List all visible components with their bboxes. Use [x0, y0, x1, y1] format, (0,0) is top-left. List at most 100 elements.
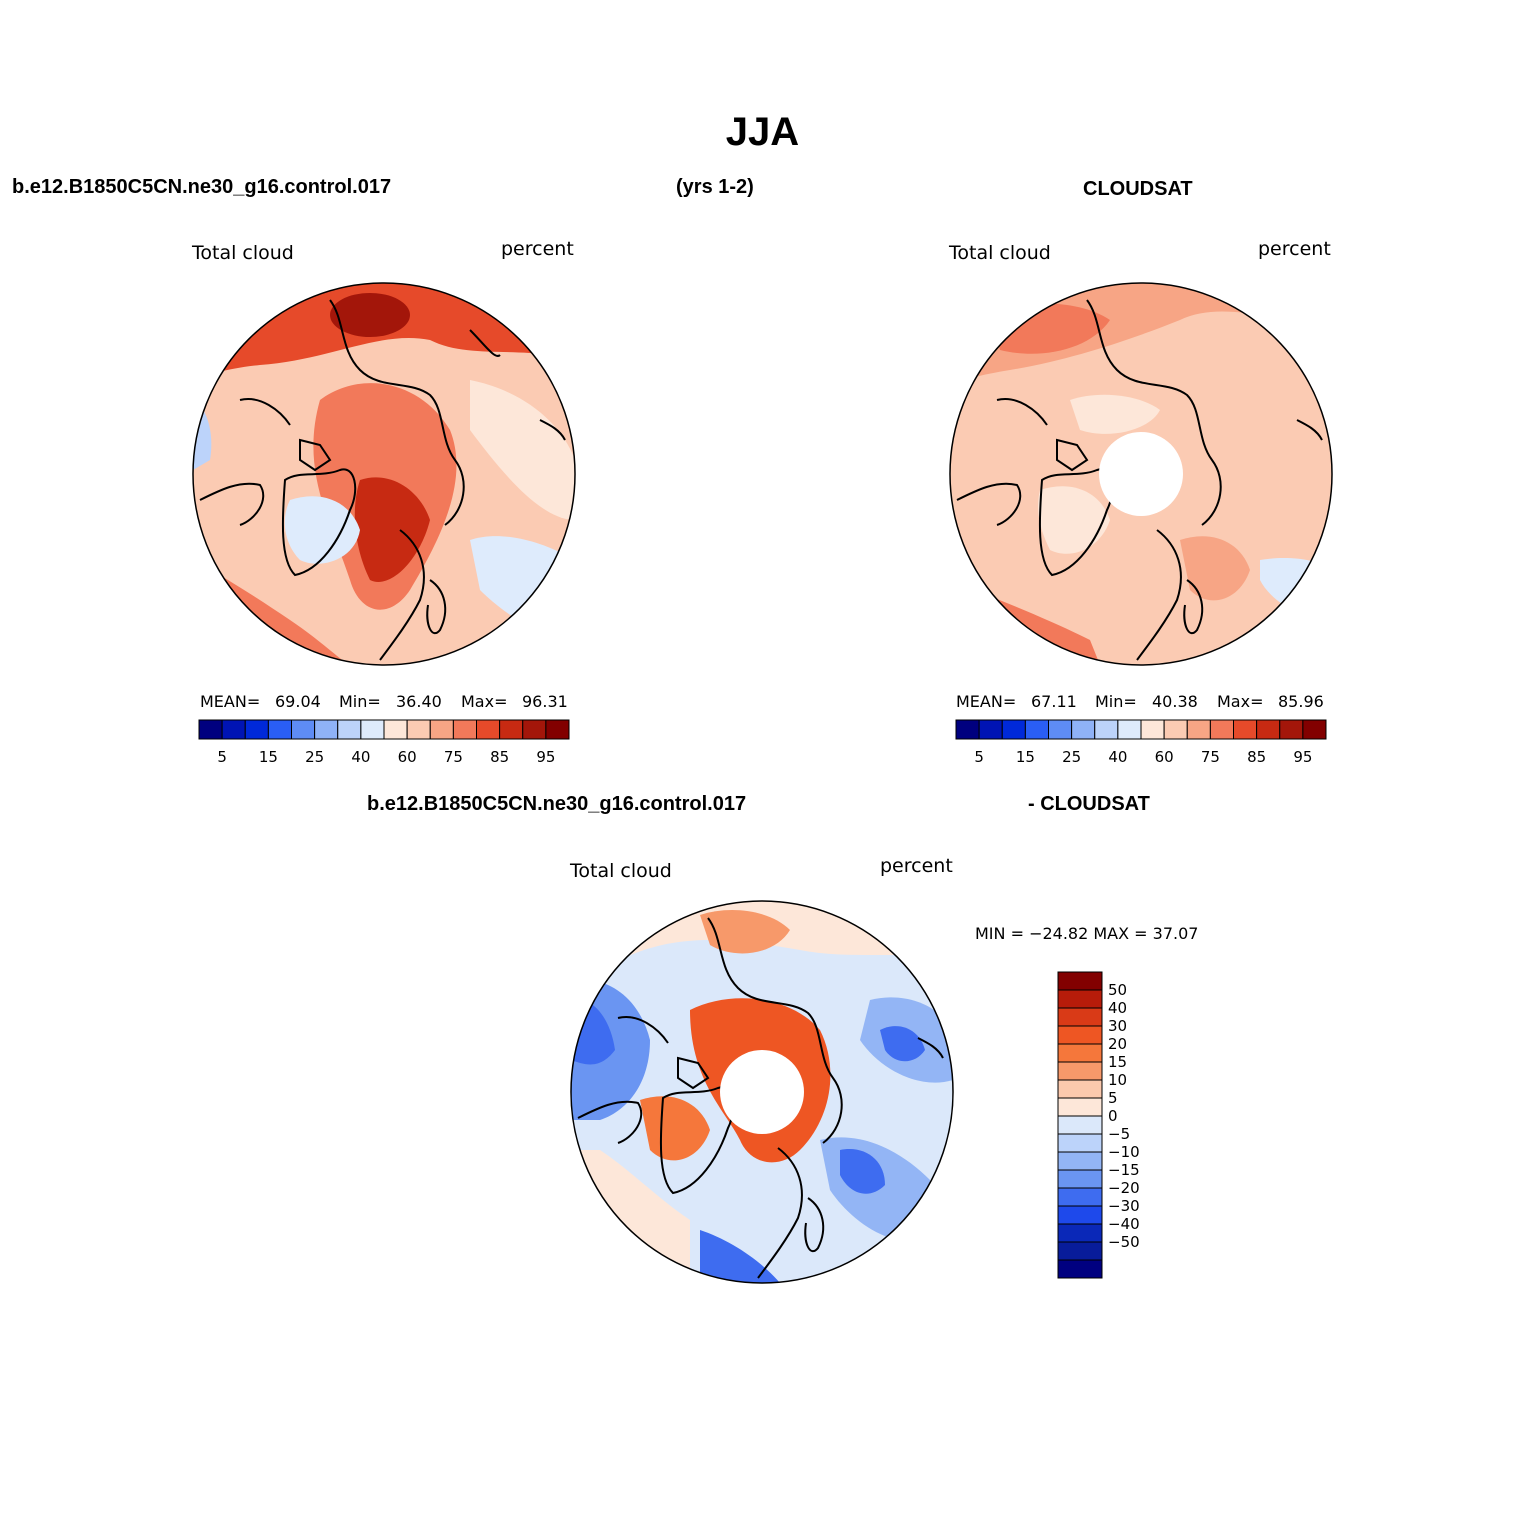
model-variable-label: Total cloud — [192, 242, 294, 264]
years-label: (yrs 1-2) — [676, 176, 754, 198]
obs-colorbar-box — [1233, 719, 1258, 740]
diff-colorbar-box — [1057, 1169, 1103, 1189]
model-colorbar-box — [337, 719, 362, 740]
model-colorbar-box — [476, 719, 501, 740]
diff-colorbar-box — [1057, 1115, 1103, 1135]
obs-colorbar: 5 15 25 40 60 75 85 95 — [955, 719, 1327, 766]
obs-mean-value: 67.11 — [1031, 692, 1077, 711]
diff-colorbar-tick-label: −50 — [1108, 1233, 1140, 1251]
diff-colorbar-box — [1057, 1079, 1103, 1099]
obs-field-mid2 — [1180, 536, 1250, 601]
model-colorbar-box — [499, 719, 524, 740]
diff-colorbar-tick-label: −30 — [1108, 1197, 1140, 1215]
model-colorbar-box — [267, 719, 292, 740]
obs-coastlines — [956, 299, 1323, 661]
diff-colorbar-tick-label: 40 — [1108, 999, 1127, 1017]
diff-minmax-label: MIN = −24.82 MAX = 37.07 — [975, 924, 1199, 943]
diff-colorbar-box — [1057, 1061, 1103, 1081]
diff-colorbar-tick-label: −20 — [1108, 1179, 1140, 1197]
diff-colorbar-tick-label: −5 — [1108, 1125, 1130, 1143]
obs-colorbar-tick-label: 75 — [1201, 748, 1220, 766]
model-colorbar-box — [221, 719, 246, 740]
model-map-border — [192, 282, 576, 666]
model-colorbar-tick-label: 60 — [398, 748, 417, 766]
model-min-label: Min= — [339, 692, 381, 711]
diff-colorbar-tick-label: −10 — [1108, 1143, 1140, 1161]
obs-colorbar-box — [1279, 719, 1304, 740]
model-greenland-low — [284, 496, 360, 564]
diff-variable-label: Total cloud — [570, 860, 672, 882]
obs-colorbar-box — [1163, 719, 1188, 740]
diff-map-border — [570, 900, 954, 1284]
model-colorbar-tick-label: 25 — [305, 748, 324, 766]
diff-field-pos-north — [700, 910, 790, 954]
obs-colorbar-box — [1256, 719, 1281, 740]
model-mean-label: MEAN= — [200, 692, 261, 711]
diff-colorbar-box — [1057, 989, 1103, 1009]
obs-greenland-light — [1038, 486, 1110, 554]
diff-colorbar-box — [1057, 1187, 1103, 1207]
diff-colorbar-tick-label: 20 — [1108, 1035, 1127, 1053]
page-title: JJA — [725, 110, 800, 154]
diff-colorbar-tick-label: 10 — [1108, 1071, 1127, 1089]
diff-obs-name-label: - CLOUDSAT — [1028, 793, 1150, 815]
obs-colorbar-box — [1140, 719, 1165, 740]
obs-colorbar-tick-label: 85 — [1247, 748, 1266, 766]
model-min-value: 36.40 — [396, 692, 442, 711]
diff-colorbar-box — [1057, 1223, 1103, 1243]
model-colorbar-box — [429, 719, 454, 740]
diff-field-pos-greenland — [640, 1096, 710, 1161]
obs-colorbar-box — [1024, 719, 1049, 740]
model-colorbar-tick-label: 40 — [351, 748, 370, 766]
diff-colorbar-tick-label: 0 — [1108, 1107, 1118, 1125]
obs-colorbar-box — [1048, 719, 1073, 740]
model-colorbar-box — [314, 719, 339, 740]
model-colorbar-tick-label: 5 — [217, 748, 227, 766]
model-case-label: b.e12.B1850C5CN.ne30_g16.control.017 — [12, 176, 392, 198]
obs-colorbar-tick-label: 5 — [974, 748, 984, 766]
model-colorbar-tick-label: 15 — [259, 748, 278, 766]
diff-colorbar-box — [1057, 1025, 1103, 1045]
diff-colorbar-box — [1057, 1151, 1103, 1171]
model-max-value: 96.31 — [522, 692, 568, 711]
model-colorbar-box — [198, 719, 223, 740]
obs-colorbar-box — [1094, 719, 1119, 740]
diff-colorbar-tick-label: 30 — [1108, 1017, 1127, 1035]
model-colorbar-box — [291, 719, 316, 740]
obs-colorbar-tick-label: 40 — [1108, 748, 1127, 766]
model-field-peak — [330, 293, 410, 337]
obs-colorbar-tick-label: 95 — [1293, 748, 1312, 766]
diff-colorbar-tick-label: 50 — [1108, 981, 1127, 999]
obs-min-value: 40.38 — [1152, 692, 1198, 711]
obs-colorbar-box — [1302, 719, 1327, 740]
model-colorbar-box — [383, 719, 408, 740]
obs-colorbar-box — [1001, 719, 1026, 740]
model-colorbar-box — [244, 719, 269, 740]
obs-polar-map — [949, 282, 1333, 666]
obs-colorbar-box — [955, 719, 980, 740]
model-units-label: percent — [501, 238, 574, 260]
obs-colorbar-box — [1186, 719, 1211, 740]
obs-name-label: CLOUDSAT — [1083, 178, 1193, 200]
diff-coastlines — [577, 917, 944, 1279]
diff-missing-polar-hole — [720, 1050, 804, 1134]
obs-colorbar-tick-label: 25 — [1062, 748, 1081, 766]
diff-colorbar-box — [1057, 1097, 1103, 1117]
obs-colorbar-box — [1209, 719, 1234, 740]
model-coastlines — [199, 299, 566, 661]
diff-colorbar-box — [1057, 1007, 1103, 1027]
diff-colorbar-box — [1057, 1043, 1103, 1063]
diff-colorbar-box — [1057, 1205, 1103, 1225]
diff-colorbar-box — [1057, 971, 1103, 991]
diff-colorbar-box — [1057, 1133, 1103, 1153]
model-colorbar: 5 15 25 40 60 75 85 95 — [198, 719, 570, 766]
obs-colorbar-box — [1117, 719, 1142, 740]
diff-colorbar-tick-label: −40 — [1108, 1215, 1140, 1233]
obs-colorbar-tick-label: 15 — [1016, 748, 1035, 766]
obs-map-border — [949, 282, 1333, 666]
model-colorbar-box — [522, 719, 547, 740]
obs-colorbar-tick-label: 60 — [1155, 748, 1174, 766]
obs-variable-label: Total cloud — [949, 242, 1051, 264]
